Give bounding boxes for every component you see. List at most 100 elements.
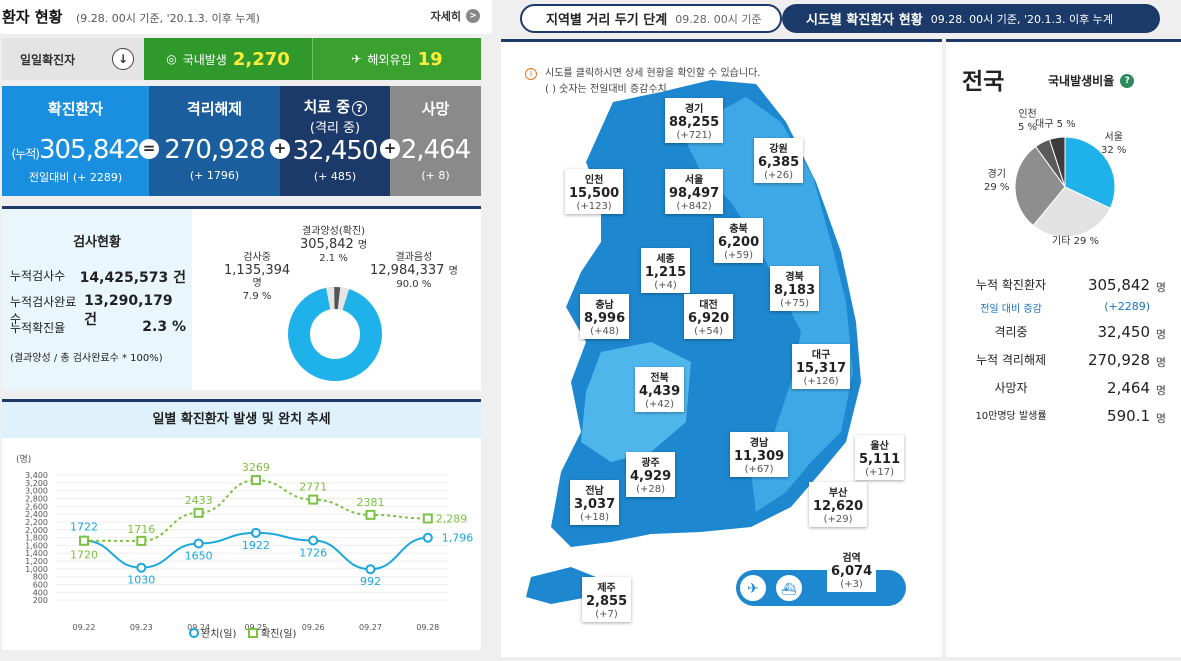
legend-cured-marker [189,628,199,638]
treatment-box: 치료 중? (격리 중) 32,450 (+ 485) + [280,86,400,196]
stat-label: 누적 격리해제 [975,353,1047,367]
x-tick-label: 09.27 [359,623,382,632]
data-point-confirmed [308,494,319,505]
plus-icon: + [270,139,290,159]
confirmed-title: 확진환자 [47,100,104,118]
region-card[interactable]: 경북 8,183 (+75) [770,266,820,311]
region-delta: (+18) [580,512,610,523]
region-card[interactable]: 대구 15,317 (+126) [792,344,851,389]
negative-value: 12,984,337 [370,263,445,278]
region-card[interactable]: 전북 4,439 (+42) [635,367,685,412]
stat-value: 2,464 [1107,379,1150,397]
region-name: 경기 [684,104,704,115]
location-pin-icon: ◎ [166,52,177,66]
data-label-confirmed: 1716 [127,523,155,536]
stat-unit: 명 [1155,384,1166,397]
data-point-confirmed [136,535,147,546]
data-point-cured [193,538,204,549]
info-icon: i [525,68,537,80]
test-summary: 검사현황 누적검사수 14,425,573 건 누적검사완료수 13,290,179… [2,209,192,390]
tab-distancing[interactable]: 지역별 거리 두기 단계 09.28. 00시 기준 [520,4,782,33]
stat-label: 사망자 [994,381,1028,395]
region-card[interactable]: 서울 98,497 (+842) [665,169,724,214]
daily-confirmed-bar: 일일확진자 ↓ ◎ 국내발생 2,270 ✈ 해외유입 19 [2,38,481,80]
stat-unit: 명 [1155,281,1166,294]
x-tick-label: 09.25 [244,623,267,632]
deaths-box: 사망 2,464 (+ 8) [390,86,481,196]
region-delta: (+59) [724,250,754,261]
jeju-shape[interactable] [526,567,596,604]
pie-label-incheon: 인천 5 % [1018,108,1037,134]
help-icon[interactable]: ? [352,101,367,116]
overseas-label: 해외유입 [367,52,412,67]
region-card[interactable]: 인천 15,500 (+123) [565,169,624,214]
stat-unit: 명 [1155,356,1166,369]
pie-label-pct: 32 % [1101,145,1127,156]
tab-distancing-date: 09.28. 00시 기준 [675,12,762,26]
donut-pending [288,287,382,381]
region-card[interactable]: 대전 6,920 (+54) [684,294,734,339]
more-link[interactable]: 자세히 > [431,8,480,24]
region-count: 8,183 [774,283,816,298]
region-count: 15,500 [569,186,620,201]
released-delta: (+ 1796) [189,169,240,182]
region-name: 제주 [597,583,616,594]
y-tick-label: 2,400 [25,510,48,519]
test-note: (결과양성 / 총 검사완료수 * 100%) [10,349,186,364]
stat-value: 305,842 [1087,276,1150,294]
region-delta: (+29) [823,514,853,525]
region-card[interactable]: 경기 88,255 (+721) [665,98,724,143]
tab-regional-status[interactable]: 시도별 확진환자 현황 09.28. 00시 기준, '20.1.3. 이후 누계 [782,4,1160,33]
region-card[interactable]: 울산 5,111 (+17) [855,435,905,480]
data-label-confirmed: 2381 [357,496,385,509]
region-count: 3,037 [574,497,616,512]
region-delta: (+67) [744,464,774,475]
region-count: 6,920 [688,311,730,326]
region-count: 12,620 [813,499,864,514]
y-axis-label: (명) [16,454,31,465]
airplane-icon: ✈ [351,52,362,66]
stat-value: (+2289) [1104,300,1150,313]
east-regions-shape[interactable] [681,97,853,512]
test-status-panel: 검사현황 누적검사수 14,425,573 건 누적검사완료수 13,290,179… [2,206,481,390]
region-delta: (+54) [694,326,724,337]
region-card[interactable]: 강원 6,385 (+26) [754,138,804,183]
y-tick-label: 2,000 [25,526,48,535]
deaths-value: 2,464 [400,135,471,165]
national-stat-row: 사망자 2,464 명 [956,379,1166,398]
data-label-cured: 1030 [127,574,155,587]
page-title: 환자 현황 [2,8,63,26]
data-label-confirmed: 3269 [242,461,270,474]
pie-label-pct: 5 % [1056,119,1076,130]
region-count: 1,215 [645,265,687,280]
region-card[interactable]: 전남 3,037 (+18) [570,480,620,525]
region-card[interactable]: 제주 2,855 (+7) [582,577,632,622]
daily-label-box[interactable]: 일일확진자 ↓ [2,38,144,80]
region-card[interactable]: 충북 6,200 (+59) [714,218,764,263]
help-icon[interactable]: ? [1120,73,1135,88]
national-panel: 전국 국내발생비율? 서울 32 % 기타 29 % 경기 29 % 대구 5 % … [946,39,1181,657]
region-card[interactable]: 충남 8,996 (+48) [580,294,630,339]
arrow-down-icon[interactable]: ↓ [112,48,134,70]
region-name: 서울 [684,175,704,186]
region-count: 6,385 [758,155,800,170]
deaths-delta: (+ 8) [421,169,450,182]
region-card[interactable]: 광주 4,929 (+28) [626,452,676,497]
region-name: 전남 [585,486,604,497]
region-name: 경남 [749,438,769,449]
data-point-confirmed [250,475,261,486]
negative-pct: 90.0 % [396,279,432,290]
region-name: 경북 [785,272,804,283]
region-name: 전북 [650,373,669,384]
data-point-confirmed [193,507,204,518]
treatment-subtitle: (격리 중) [309,121,361,136]
region-card[interactable]: 경남 11,309 (+67) [730,432,789,477]
data-point-confirmed [422,513,433,524]
region-card[interactable]: 부산 12,620 (+29) [809,482,868,527]
region-card[interactable]: 검역 6,074 (+3) [827,547,877,592]
region-name: 대구 [811,350,831,361]
data-point-confirmed [365,509,376,520]
region-delta: (+7) [595,609,618,620]
region-card[interactable]: 세종 1,215 (+4) [641,248,691,293]
daily-label: 일일확진자 [20,52,76,67]
